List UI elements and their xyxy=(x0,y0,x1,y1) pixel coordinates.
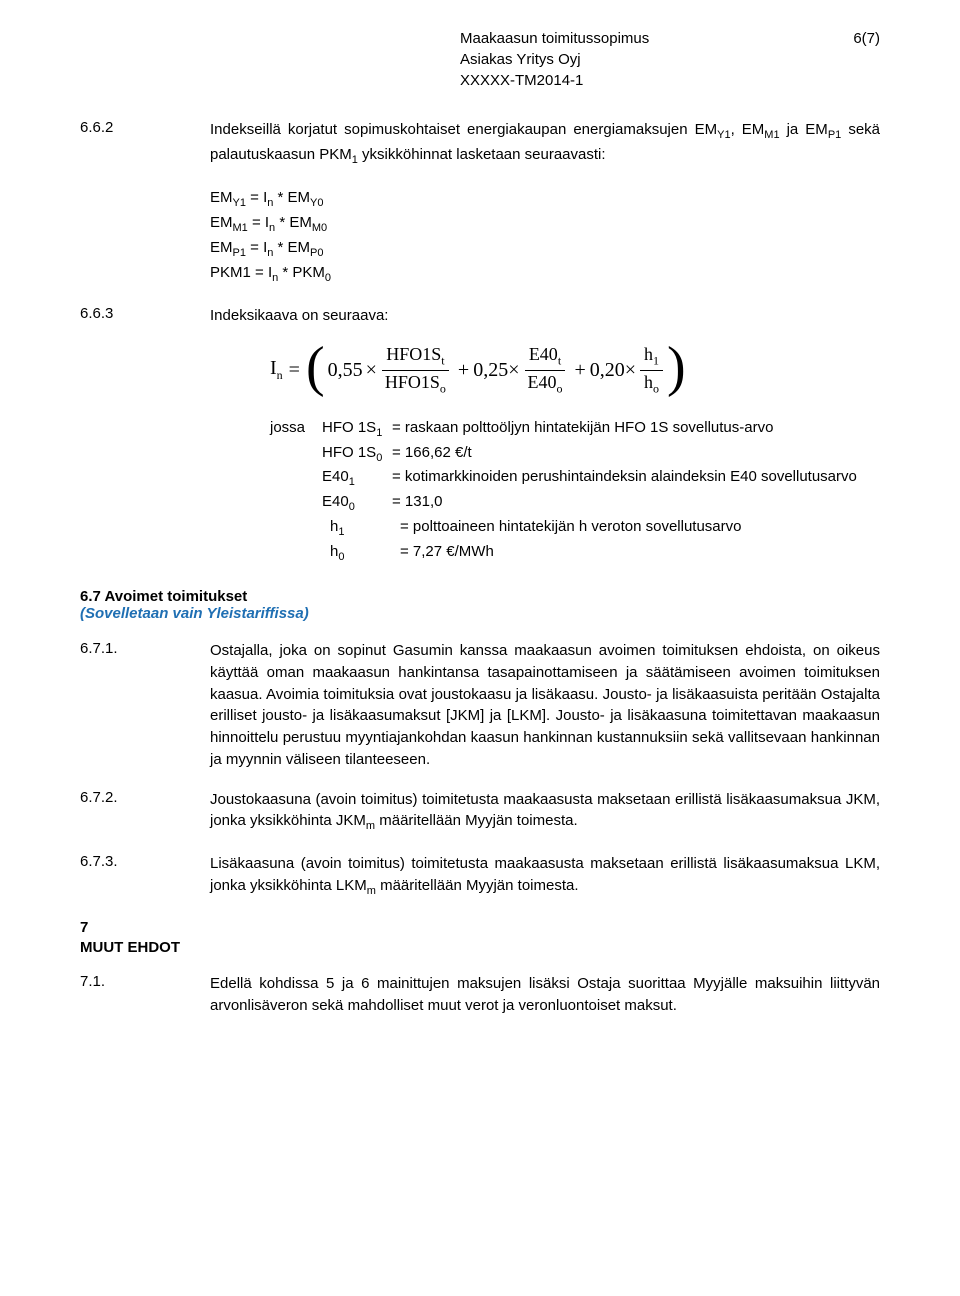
times-sign: × xyxy=(625,359,636,382)
eq-line: EMM1 = In * EMM0 xyxy=(210,212,880,237)
legend-row: jossaHFO 1S1= raskaan polttoöljyn hintat… xyxy=(270,417,880,442)
times-sign: × xyxy=(508,359,519,382)
page-header: Maakaasun toimitussopimus Asiakas Yritys… xyxy=(80,28,880,91)
legend-lead xyxy=(270,541,322,566)
legend-definition: = raskaan polttoöljyn hintatekijän HFO 1… xyxy=(392,417,880,442)
legend-symbol: h0 xyxy=(322,541,400,566)
clause-num: 6.7.3. xyxy=(80,853,210,900)
eq-line: EMP1 = In * EMP0 xyxy=(210,237,880,262)
legend-lead xyxy=(270,516,322,541)
clause-text: Lisäkaasuna (avoin toimitus) toimitetust… xyxy=(210,853,880,900)
page-number: 6(7) xyxy=(810,28,880,49)
coef: 0,55 xyxy=(328,359,363,382)
clause-text: Joustokaasuna (avoin toimitus) toimitetu… xyxy=(210,789,880,836)
legend-symbol: E401 xyxy=(322,466,392,491)
legend-row: h0= 7,27 €/MWh xyxy=(270,541,880,566)
legend-definition: = kotimarkkinoiden perushintaindeksin al… xyxy=(392,466,880,491)
section-number: 7 xyxy=(80,918,880,938)
document-page: Maakaasun toimitussopimus Asiakas Yritys… xyxy=(0,0,960,1296)
doc-ref: XXXXX-TM2014-1 xyxy=(460,70,760,91)
doc-client: Asiakas Yritys Oyj xyxy=(460,49,760,70)
clause-num: 6.7.1. xyxy=(80,640,210,771)
header-left: Maakaasun toimitussopimus Asiakas Yritys… xyxy=(460,28,760,91)
clause-text: Indekseillä korjatut sopimuskohtaiset en… xyxy=(210,119,880,169)
clause-num: 6.6.3 xyxy=(80,305,210,327)
clause-text: Ostajalla, joka on sopinut Gasumin kanss… xyxy=(210,640,880,771)
legend-definition: = 131,0 xyxy=(392,491,880,516)
clause-num: 6.7.2. xyxy=(80,789,210,836)
plus-sign: + xyxy=(574,359,585,382)
legend-symbol: HFO 1S1 xyxy=(322,417,392,442)
legend-symbol: E400 xyxy=(322,491,392,516)
clause-7-1: 7.1. Edellä kohdissa 5 ja 6 mainittujen … xyxy=(80,973,880,1017)
fraction-1: HFO1St HFO1So xyxy=(381,344,450,396)
eq-line: PKM1 = In * PKM0 xyxy=(210,262,880,287)
eq-line: EMY1 = In * EMY0 xyxy=(210,187,880,212)
legend-lead xyxy=(270,491,322,516)
legend-row: HFO 1S0= 166,62 €/t xyxy=(270,442,880,467)
coef: 0,20 xyxy=(590,359,625,382)
fraction-2: E40t E40o xyxy=(523,344,566,396)
clause-6-6-2-equations: EMY1 = In * EMY0 EMM1 = In * EMM0 EMP1 =… xyxy=(210,187,880,287)
coef: 0,25 xyxy=(473,359,508,382)
fraction-3: h1 ho xyxy=(640,344,663,396)
clause-text: Indeksikaava on seuraava: xyxy=(210,305,880,327)
section-6-7-sub: (Sovelletaan vain Yleistariffissa) xyxy=(80,605,880,622)
section-title: MUUT EHDOT xyxy=(80,938,880,958)
clause-6-6-3: 6.6.3 Indeksikaava on seuraava: xyxy=(80,305,880,327)
clause-6-7-3: 6.7.3. Lisäkaasuna (avoin toimitus) toim… xyxy=(80,853,880,900)
section-7-heading: 7 MUUT EHDOT xyxy=(80,918,880,957)
legend-definition: = 7,27 €/MWh xyxy=(400,541,880,566)
legend-symbol: h1 xyxy=(322,516,400,541)
legend-symbol: HFO 1S0 xyxy=(322,442,392,467)
index-formula: In = ( 0,55 × HFO1St HFO1So + 0,25 × E40… xyxy=(270,344,880,396)
formula-legend: jossaHFO 1S1= raskaan polttoöljyn hintat… xyxy=(270,417,880,567)
clause-6-7-2: 6.7.2. Joustokaasuna (avoin toimitus) to… xyxy=(80,789,880,836)
legend-lead: jossa xyxy=(270,417,322,442)
clause-num: 7.1. xyxy=(80,973,210,1017)
legend-row: E401= kotimarkkinoiden perushintaindeksi… xyxy=(270,466,880,491)
doc-title: Maakaasun toimitussopimus xyxy=(460,28,760,49)
section-6-7-title: 6.7 Avoimet toimitukset xyxy=(80,588,880,605)
equals-sign: = xyxy=(289,359,300,382)
times-sign: × xyxy=(366,359,377,382)
plus-sign: + xyxy=(458,359,469,382)
clause-6-6-2: 6.6.2 Indekseillä korjatut sopimuskohtai… xyxy=(80,119,880,169)
legend-lead xyxy=(270,466,322,491)
legend-row: h1= polttoaineen hintatekijän h veroton … xyxy=(270,516,880,541)
legend-definition: = polttoaineen hintatekijän h veroton so… xyxy=(400,516,880,541)
clause-num: 6.6.2 xyxy=(80,119,210,169)
legend-lead xyxy=(270,442,322,467)
formula-lhs: In xyxy=(270,357,283,383)
legend-row: E400= 131,0 xyxy=(270,491,880,516)
header-right: 6(7) xyxy=(810,28,880,91)
legend-definition: = 166,62 €/t xyxy=(392,442,880,467)
clause-text: Edellä kohdissa 5 ja 6 mainittujen maksu… xyxy=(210,973,880,1017)
clause-6-7-1: 6.7.1. Ostajalla, joka on sopinut Gasumi… xyxy=(80,640,880,771)
